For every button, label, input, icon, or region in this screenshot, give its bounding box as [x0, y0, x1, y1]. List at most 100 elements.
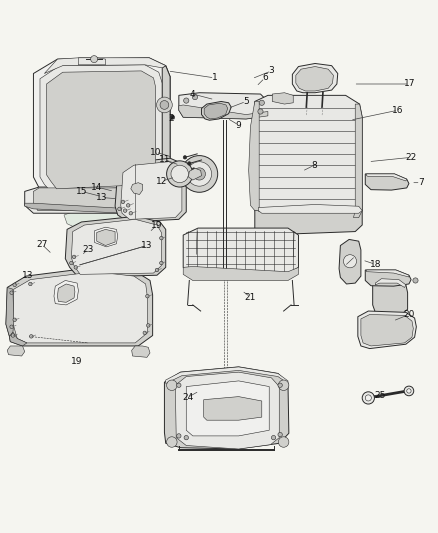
Circle shape — [166, 380, 177, 391]
Circle shape — [187, 161, 212, 186]
Polygon shape — [339, 239, 361, 284]
Text: 2: 2 — [168, 114, 174, 123]
Polygon shape — [7, 346, 25, 356]
Circle shape — [124, 209, 127, 212]
Polygon shape — [258, 205, 362, 213]
Polygon shape — [65, 216, 166, 277]
Polygon shape — [375, 279, 406, 287]
Circle shape — [159, 261, 163, 265]
Circle shape — [127, 204, 130, 207]
Circle shape — [147, 324, 150, 327]
Circle shape — [279, 380, 289, 391]
Text: 9: 9 — [236, 120, 241, 130]
Circle shape — [171, 165, 188, 183]
Polygon shape — [272, 93, 293, 104]
Polygon shape — [162, 66, 170, 187]
Circle shape — [187, 161, 191, 165]
Polygon shape — [115, 158, 186, 222]
Polygon shape — [204, 397, 262, 420]
Text: 1: 1 — [212, 74, 218, 83]
Text: 18: 18 — [370, 260, 381, 269]
Polygon shape — [95, 227, 118, 247]
Circle shape — [278, 432, 283, 437]
Text: 8: 8 — [311, 161, 317, 169]
Text: 12: 12 — [155, 177, 167, 186]
Polygon shape — [358, 311, 417, 349]
Text: 13: 13 — [141, 241, 153, 250]
Circle shape — [183, 156, 187, 159]
Circle shape — [160, 101, 169, 109]
Text: 13: 13 — [96, 193, 108, 202]
Polygon shape — [57, 284, 75, 302]
Text: 3: 3 — [268, 67, 274, 75]
Circle shape — [143, 331, 147, 335]
Text: 17: 17 — [403, 79, 415, 88]
Text: 19: 19 — [151, 221, 163, 230]
Polygon shape — [361, 314, 413, 346]
Text: 7: 7 — [418, 178, 424, 187]
Circle shape — [362, 392, 374, 404]
Polygon shape — [201, 101, 231, 120]
Circle shape — [91, 55, 98, 62]
Circle shape — [181, 156, 218, 192]
Circle shape — [129, 212, 133, 215]
Circle shape — [272, 435, 276, 440]
Text: 27: 27 — [36, 240, 48, 249]
Text: 13: 13 — [22, 271, 34, 280]
Circle shape — [184, 98, 189, 103]
Polygon shape — [175, 372, 279, 449]
Circle shape — [74, 265, 78, 269]
Polygon shape — [10, 332, 27, 346]
Text: 19: 19 — [71, 357, 83, 366]
Text: 4: 4 — [190, 90, 196, 99]
Polygon shape — [179, 105, 268, 119]
Polygon shape — [54, 280, 78, 305]
Circle shape — [177, 383, 181, 387]
Circle shape — [365, 395, 371, 401]
Text: 16: 16 — [392, 106, 404, 115]
Text: 20: 20 — [403, 310, 415, 319]
Polygon shape — [365, 270, 411, 286]
Polygon shape — [71, 220, 161, 274]
Circle shape — [166, 161, 193, 187]
Circle shape — [11, 334, 14, 337]
Polygon shape — [33, 58, 170, 195]
Circle shape — [413, 278, 418, 283]
Polygon shape — [121, 161, 182, 220]
Polygon shape — [179, 93, 268, 119]
Text: 25: 25 — [374, 391, 385, 400]
Polygon shape — [33, 188, 166, 211]
Circle shape — [166, 437, 177, 447]
Polygon shape — [367, 270, 409, 277]
Polygon shape — [204, 103, 228, 119]
Circle shape — [72, 255, 76, 259]
Circle shape — [259, 100, 265, 106]
Polygon shape — [25, 187, 170, 213]
Text: 22: 22 — [406, 153, 417, 162]
Circle shape — [29, 335, 33, 338]
Circle shape — [279, 437, 289, 447]
Text: 14: 14 — [91, 182, 102, 191]
Polygon shape — [373, 277, 408, 317]
Polygon shape — [367, 174, 407, 181]
Polygon shape — [296, 67, 333, 91]
Circle shape — [177, 434, 181, 438]
Circle shape — [343, 255, 357, 268]
Circle shape — [13, 318, 16, 321]
Circle shape — [193, 168, 205, 180]
Circle shape — [192, 168, 195, 171]
Text: 10: 10 — [150, 148, 162, 157]
Text: 23: 23 — [82, 245, 94, 254]
Polygon shape — [183, 266, 298, 280]
Polygon shape — [25, 203, 170, 216]
Text: 24: 24 — [182, 393, 193, 402]
Circle shape — [118, 207, 121, 211]
Circle shape — [192, 94, 198, 100]
Text: 15: 15 — [76, 187, 87, 196]
Polygon shape — [186, 381, 269, 436]
Circle shape — [70, 261, 73, 265]
Circle shape — [170, 115, 174, 119]
Circle shape — [28, 282, 32, 286]
Polygon shape — [249, 101, 259, 211]
Polygon shape — [166, 367, 288, 384]
